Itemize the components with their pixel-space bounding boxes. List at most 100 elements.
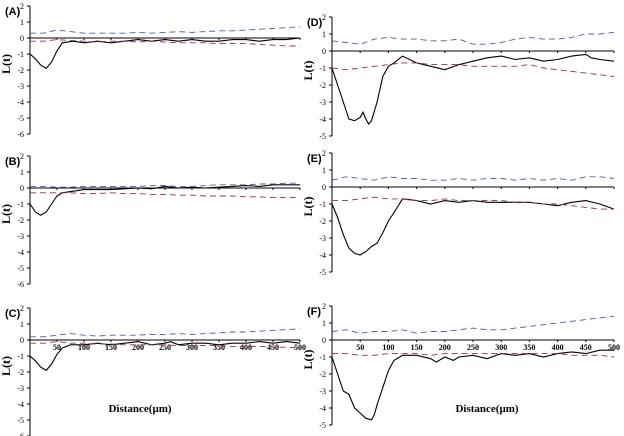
panel-b-ytick-label: 2 xyxy=(20,152,24,161)
panel-f-ytick-label: 0 xyxy=(322,336,326,345)
panel-d-series-dashed-blue xyxy=(331,31,615,45)
panel-e-ytick-label: 0 xyxy=(322,183,326,192)
panel-b-ytick-label: -1 xyxy=(17,200,24,209)
panel-c-xtick-label: 150 xyxy=(105,343,117,352)
panel-a-ytick-label: -1 xyxy=(17,50,24,59)
panel-c-label: (C) xyxy=(5,308,21,320)
panel-f-series-dashed-blue xyxy=(331,315,615,334)
panel-f-label: (F) xyxy=(307,306,321,318)
panel-c-ytick-label: -4 xyxy=(17,400,24,409)
panel-c-ytick-label: 0 xyxy=(20,336,24,345)
panel-c-ytick-label: 1 xyxy=(20,320,24,329)
panel-d-ytick-label: -3 xyxy=(319,98,326,107)
panel-b-ytick-label: -4 xyxy=(17,248,24,257)
panel-e-series-dashed-blue xyxy=(331,176,615,181)
panel-f-xtick-label: 150 xyxy=(411,343,423,352)
panel-e-label: (E) xyxy=(307,153,322,165)
panel-f-xtick-label: 400 xyxy=(552,343,564,352)
panel-a: (A) 2 1 0 -1 -2 -3 -4 -5 -6 L(t) xyxy=(0,2,301,139)
panel-f-ytick-label: 1 xyxy=(322,319,326,328)
panel-f-xtick-label: 100 xyxy=(382,343,394,352)
panel-e-ylabel: L(t) xyxy=(301,197,315,217)
panel-b-ytick-label: 1 xyxy=(20,168,24,177)
panel-c-ytick-label: -5 xyxy=(17,416,24,425)
panel-a-series-solid-black xyxy=(29,37,301,70)
panel-e-series-solid-black xyxy=(331,198,615,256)
panel-c-ytick-label: -1 xyxy=(17,352,24,361)
panel-b: (B) 2 1 0 -1 -2 -3 -4 -5 -6 L(t) xyxy=(0,152,301,289)
panel-c-ytick-label: 2 xyxy=(20,304,24,313)
panel-d-series-dashed-red xyxy=(331,62,615,77)
panel-f-xtick-label: 450 xyxy=(580,343,592,352)
panel-b-ytick-label: -2 xyxy=(17,216,24,225)
panel-c-series-dashed-blue xyxy=(30,328,301,338)
panel-f-xtick-label: 350 xyxy=(523,343,535,352)
panel-c-xtick-label: 200 xyxy=(132,343,144,352)
panel-a-ytick-label: -5 xyxy=(17,114,24,123)
panel-a-series-dashed-red xyxy=(30,39,300,47)
panel-d-ytick-label: -4 xyxy=(319,115,326,124)
panel-a-ylabel: L(t) xyxy=(0,54,13,74)
panel-f-xtick-label: 200 xyxy=(439,343,451,352)
panel-d-ytick-label: -5 xyxy=(319,132,326,141)
panel-a-ytick-label: -2 xyxy=(17,66,24,75)
panel-e-series-dashed-red xyxy=(332,196,614,210)
panel-b-ytick-label: 0 xyxy=(20,184,24,193)
panel-f-ytick-label: -2 xyxy=(319,370,326,379)
panel-c-ytick-label: -6 xyxy=(17,432,24,436)
panel-e-ytick-label: -3 xyxy=(319,234,326,243)
panel-d-ytick-label: -2 xyxy=(319,81,326,90)
panel-a-ytick-label: -4 xyxy=(17,98,24,107)
panel-f-xtick-label: 250 xyxy=(467,343,479,352)
panel-c-xtick-label: 350 xyxy=(213,343,225,352)
panel-f-ylabel: L(t) xyxy=(301,350,315,370)
panel-e-ytick-label: -5 xyxy=(319,268,326,277)
panel-d-ytick-label: 2 xyxy=(322,13,326,22)
panel-c-xtick-label: 300 xyxy=(186,343,198,352)
panel-c-xtick-label: 100 xyxy=(78,343,90,352)
panel-e-ytick-label: -1 xyxy=(319,200,326,209)
panel-a-ytick-label: 0 xyxy=(20,34,24,43)
panel-b-series-solid-black xyxy=(29,184,300,216)
panel-f-ytick-label: -1 xyxy=(319,353,326,362)
panel-b-ytick-label: -5 xyxy=(17,264,24,273)
panel-f: (F) 2 1 0 -1 -2 -3 -4 -5 L(t) 50 100 150 200 250 300 350… xyxy=(301,302,620,430)
panel-c-ytick-label: -3 xyxy=(17,384,24,393)
panel-f-xtick-label: 300 xyxy=(495,343,507,352)
panel-a-ytick-label: -6 xyxy=(17,130,24,139)
panel-c-xtick-label: 250 xyxy=(159,343,171,352)
panel-f-ytick-label: -4 xyxy=(319,404,326,413)
panel-e: (E) 2 1 0 -1 -2 -3 -4 -5 L(t) xyxy=(301,149,615,277)
panel-c-xlabel: Distance(μm) xyxy=(108,403,171,415)
panel-d-label: (D) xyxy=(307,17,323,29)
panel-f-ytick-label: 2 xyxy=(322,302,326,311)
panel-b-series-dashed-red xyxy=(30,192,300,199)
panel-c-xtick-label: 50 xyxy=(53,343,61,352)
panel-a-series-dashed-blue xyxy=(30,26,301,34)
panel-c-xtick-label: 400 xyxy=(240,343,252,352)
panel-f-series-dashed-red xyxy=(332,353,615,358)
panel-c-ylabel: L(t) xyxy=(0,356,13,376)
panel-b-ytick-label: -3 xyxy=(17,232,24,241)
panel-e-ytick-label: 2 xyxy=(322,149,326,158)
panel-e-ytick-label: -4 xyxy=(319,251,326,260)
panel-a-ytick-label: 1 xyxy=(20,18,24,27)
panel-a-ytick-label: 2 xyxy=(20,2,24,11)
panel-f-ytick-label: -5 xyxy=(319,421,326,430)
panel-f-xtick-label: 500 xyxy=(608,343,620,352)
panel-e-ytick-label: -2 xyxy=(319,217,326,226)
panel-a-label: (A) xyxy=(5,6,21,18)
panel-c-ytick-label: -2 xyxy=(17,368,24,377)
panel-a-ytick-label: -3 xyxy=(17,82,24,91)
panel-b-ytick-label: -6 xyxy=(17,280,24,289)
panel-f-xlabel: Distance(μm) xyxy=(455,403,518,415)
panel-b-ylabel: L(t) xyxy=(0,204,13,224)
panel-b-series-dashed-blue xyxy=(30,182,300,188)
panel-f-ytick-label: -3 xyxy=(319,387,326,396)
panel-f-xtick-label: 50 xyxy=(356,343,364,352)
panel-d-ytick-label: 0 xyxy=(322,47,326,56)
panel-c-series-dashed-red xyxy=(30,341,301,349)
panel-f-series-solid-black xyxy=(331,349,614,421)
panel-b-label: (B) xyxy=(5,156,21,168)
